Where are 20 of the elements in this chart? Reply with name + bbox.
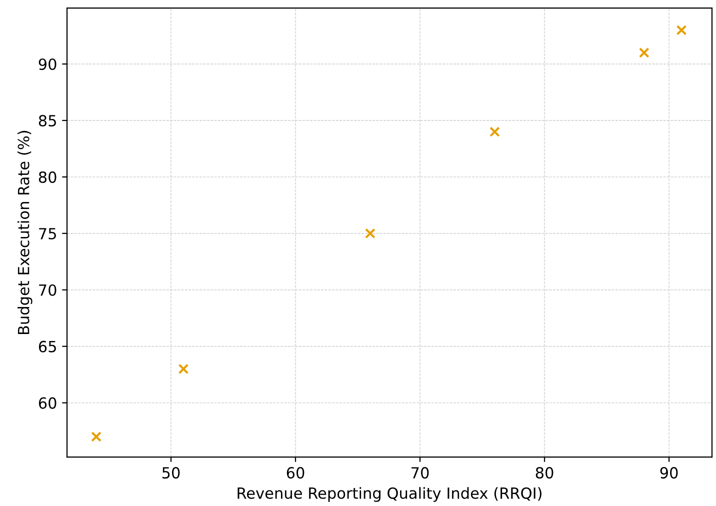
y-tick-label: 65 (38, 340, 56, 352)
y-tick-label: 80 (38, 171, 56, 183)
x-axis-title: Revenue Reporting Quality Index (RRQI) (238, 487, 542, 502)
point (91, 431, 102, 442)
x-tick-label: 70 (412, 467, 429, 479)
point (364, 228, 376, 239)
y-tick-label: 70 (39, 284, 56, 296)
point (638, 47, 650, 58)
y-tick-label: 90 (38, 58, 56, 70)
point (490, 126, 500, 137)
y-axis-title: Budget Execution Rate (%) (18, 130, 32, 334)
x-tick-label: 60 (286, 467, 304, 479)
x-tick-label: 50 (162, 467, 180, 479)
y-tick-label: 75 (39, 228, 56, 240)
point (676, 24, 687, 36)
y-tick-label: 85 (38, 114, 56, 126)
y-tick-label: 60 (38, 397, 56, 409)
x-tick-label: 90 (660, 467, 678, 479)
point (178, 364, 189, 374)
x-tick-label: 80 (536, 467, 554, 479)
